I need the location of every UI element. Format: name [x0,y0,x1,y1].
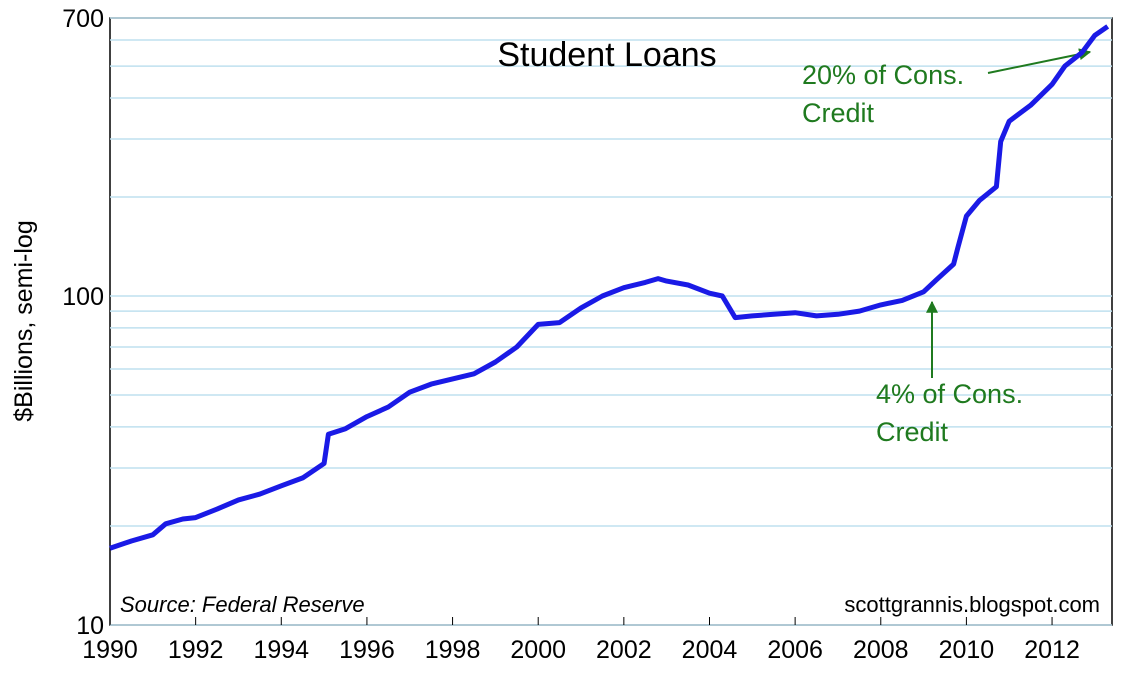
y-tick-label: 100 [62,283,104,311]
chart-title: Student Loans [497,36,716,74]
source: Source: Federal Reserve [120,592,365,617]
x-tick-label: 1994 [253,636,309,664]
x-tick-label: 2008 [853,636,909,664]
credit: scottgrannis.blogspot.com [844,592,1100,617]
x-tick-label: 1996 [339,636,395,664]
x-tick-label: 1990 [82,636,138,664]
plot-frame [109,17,1113,626]
y-tick-label: 700 [62,5,104,33]
annotation: Credit [876,417,949,447]
annotation: 4% of Cons. [876,379,1023,409]
y-axis-label: $Billions, semi-log [10,220,38,421]
y-tick-label: 10 [76,612,104,640]
x-tick-label: 1992 [168,636,224,664]
annotation: Credit [802,98,875,128]
data-line [109,24,1110,551]
annotation: 20% of Cons. [802,60,964,90]
x-tick-label: 2012 [1024,636,1080,664]
arrow [987,48,1092,74]
x-tick-label: 2002 [596,636,652,664]
x-tick-label: 2000 [510,636,566,664]
x-tick-label: 2004 [682,636,738,664]
x-tick-label: 1998 [425,636,481,664]
x-tick-label: 2010 [939,636,995,664]
x-tick-label: 2006 [767,636,823,664]
